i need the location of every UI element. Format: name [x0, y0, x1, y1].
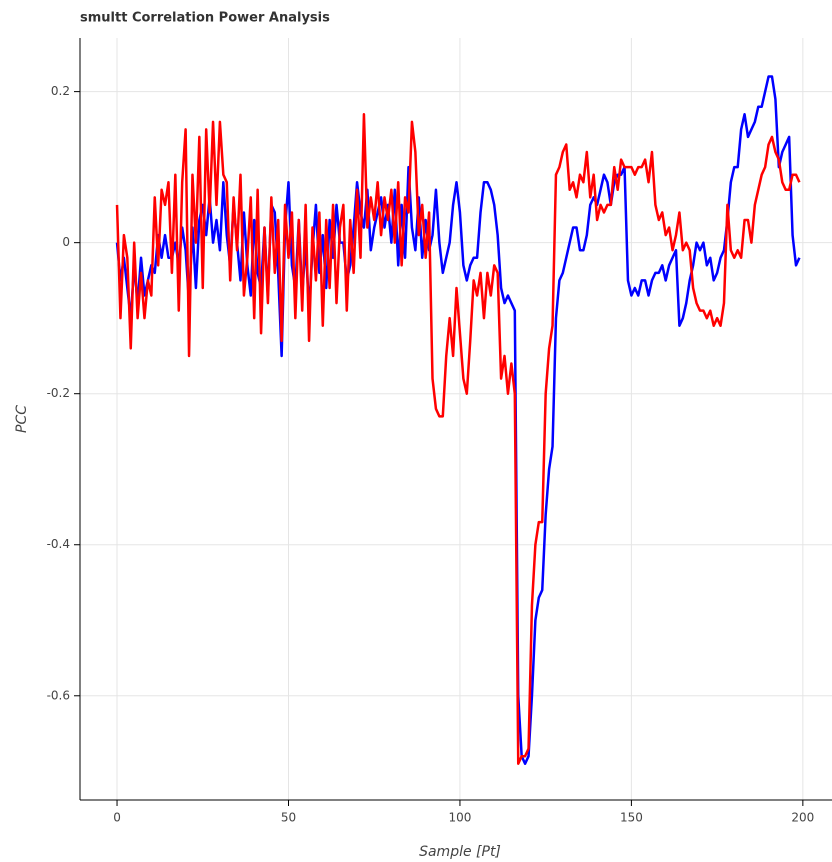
y-tick-label: 0 — [62, 235, 70, 249]
grid — [80, 38, 832, 800]
x-tick-label: 200 — [791, 811, 814, 825]
x-tick-label: 150 — [620, 811, 643, 825]
y-tick-label: -0.6 — [47, 688, 70, 702]
chart-title: smultt Correlation Power Analysis — [80, 11, 330, 26]
x-tick-label: 100 — [448, 811, 471, 825]
y-axis-label: PCC — [14, 405, 30, 433]
x-tick-label: 0 — [113, 811, 121, 825]
x-axis-label: Sample [Pt] — [419, 844, 501, 860]
plot-area — [115, 75, 801, 765]
y-tick-label: 0.2 — [51, 84, 70, 98]
data-line — [115, 75, 801, 765]
x-tick-label: 50 — [281, 811, 296, 825]
y-tick-label: -0.4 — [47, 537, 70, 551]
y-tick-label: -0.2 — [47, 386, 70, 400]
data-line — [115, 113, 801, 765]
